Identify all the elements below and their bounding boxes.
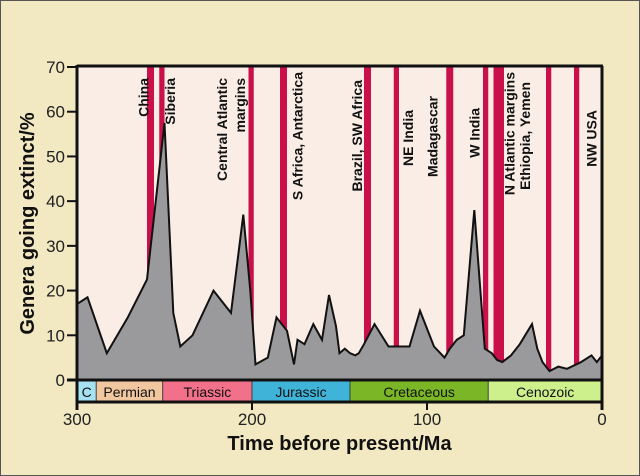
period-label: Permian — [103, 384, 155, 400]
x-tick-label: 100 — [413, 410, 441, 429]
volcanic-band-label: Siberia — [162, 78, 178, 125]
volcanic-band — [280, 67, 287, 380]
volcanic-band-label: NW USA — [584, 110, 600, 167]
period-label: C — [82, 384, 92, 400]
y-tick-label: 50 — [46, 147, 65, 166]
volcanic-band — [493, 67, 504, 380]
volcanic-band-label: N Atlantic margins — [501, 72, 517, 195]
volcanic-band — [364, 67, 371, 380]
y-tick-label: 70 — [46, 58, 65, 77]
y-tick-label: 20 — [46, 282, 65, 301]
volcanic-band — [393, 67, 399, 380]
extinction-area — [76, 122, 603, 381]
x-tick-label: 300 — [63, 410, 91, 429]
y-tick-label: 0 — [56, 371, 65, 390]
volcanic-band — [574, 67, 580, 380]
period-label: Cenozoic — [516, 384, 574, 400]
period-bar: C Permian Triassic Jurassic Cretaceous Cenozo… — [76, 379, 603, 403]
volcanic-band — [147, 67, 154, 380]
volcanic-band-label: W India — [466, 108, 482, 158]
y-axis-title: Genera going extinct/% — [17, 112, 39, 334]
y-tick-label: 30 — [46, 237, 65, 256]
axes: 0 10 20 30 40 50 60 70 300 200 100 0 — [46, 58, 607, 429]
volcanic-band-label: Madagascar — [424, 95, 440, 176]
x-tick-label: 200 — [238, 410, 266, 429]
period-label: Jurassic — [275, 384, 326, 400]
volcanic-band-label: Central Atlantic — [214, 78, 230, 181]
period-label: Triassic — [184, 384, 232, 400]
volcanic-band-labels: China Siberia Central Atlantic margins S Afr… — [136, 72, 600, 200]
y-tick-label: 10 — [46, 326, 65, 345]
period-label: Cretaceous — [383, 384, 455, 400]
volcanic-band-label: margins — [232, 78, 248, 133]
volcanic-band — [248, 67, 254, 380]
volcanic-band-label: Brazil, SW Africa — [349, 80, 365, 192]
volcanic-band-label: NE India — [400, 110, 416, 166]
volcanic-band — [446, 67, 454, 380]
volcanic-band-label: Ethiopia, Yemen — [517, 82, 533, 190]
volcanic-band-label: China — [136, 78, 152, 117]
x-tick-label: 0 — [597, 410, 606, 429]
y-tick-label: 60 — [46, 103, 65, 122]
volcanic-band — [546, 67, 552, 380]
volcanic-band — [483, 67, 489, 380]
volcanic-band-label: S Africa, Antarctica — [290, 72, 306, 200]
x-axis-title: Time before present/Ma — [227, 433, 452, 455]
y-tick-label: 40 — [46, 192, 65, 211]
